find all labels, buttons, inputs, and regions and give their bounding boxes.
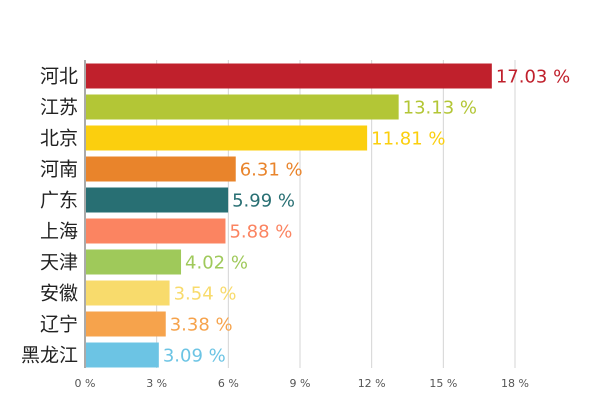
category-label: 河南 xyxy=(40,159,78,181)
x-tick-label: 18 % xyxy=(501,377,529,390)
bars xyxy=(86,63,492,368)
bar xyxy=(86,125,368,151)
bar xyxy=(86,280,170,306)
x-tick-label: 15 % xyxy=(429,377,457,390)
value-label: 3.38 % xyxy=(170,315,233,336)
category-label: 辽宁 xyxy=(40,314,78,336)
x-tick-label: 6 % xyxy=(218,377,239,390)
value-label: 13.13 % xyxy=(403,98,477,119)
category-label: 上海 xyxy=(40,221,78,243)
x-axis-ticks: 0 % 3 % 6 % 9 % 12 % 15 % 18 % xyxy=(75,377,529,390)
bar xyxy=(86,94,399,120)
value-label: 4.02 % xyxy=(185,253,248,274)
x-tick-label: 9 % xyxy=(290,377,311,390)
bar xyxy=(86,249,182,275)
bar xyxy=(86,342,159,368)
bar xyxy=(86,156,236,182)
value-label: 3.09 % xyxy=(163,346,226,367)
category-label: 北京 xyxy=(40,128,78,150)
x-tick-label: 12 % xyxy=(358,377,386,390)
value-label: 5.88 % xyxy=(229,222,292,243)
value-label: 17.03 % xyxy=(496,67,570,88)
bar xyxy=(86,218,226,244)
value-label: 5.99 % xyxy=(232,191,295,212)
x-tick-label: 0 % xyxy=(75,377,96,390)
bar xyxy=(86,63,492,89)
category-label: 江苏 xyxy=(40,97,78,119)
value-label: 3.54 % xyxy=(174,284,237,305)
value-label: 11.81 % xyxy=(371,129,445,150)
category-label: 广东 xyxy=(40,190,78,212)
category-label: 河北 xyxy=(40,66,78,88)
value-labels: 17.03 % 13.13 % 11.81 % 6.31 % 5.99 % 5.88 % 4… xyxy=(163,67,570,367)
category-label: 安徽 xyxy=(40,283,78,305)
value-label: 6.31 % xyxy=(240,160,303,181)
category-label: 天津 xyxy=(40,252,78,274)
category-label: 黑龙江 xyxy=(21,345,78,367)
x-tick-label: 3 % xyxy=(146,377,167,390)
bar xyxy=(86,187,229,213)
bar xyxy=(86,311,166,337)
